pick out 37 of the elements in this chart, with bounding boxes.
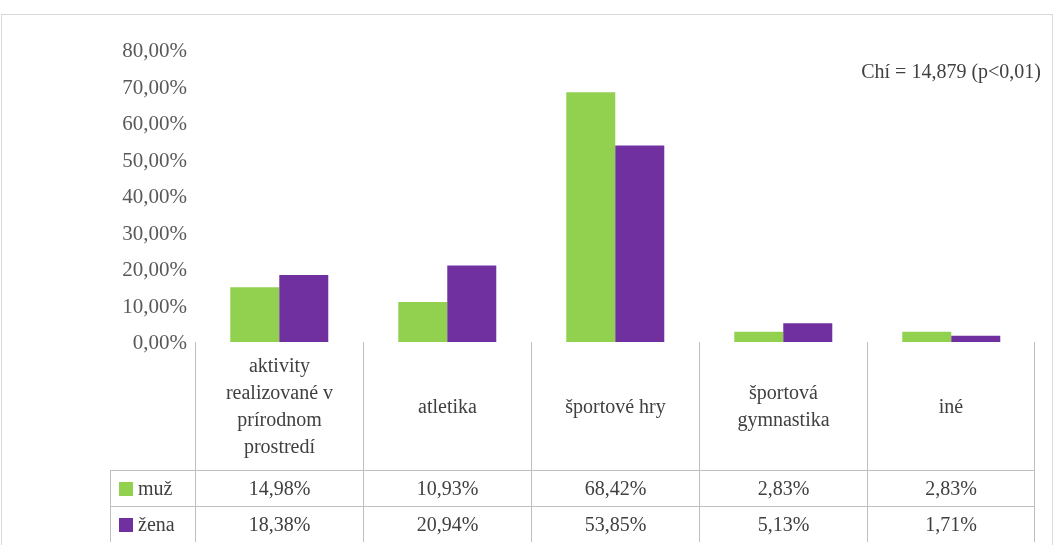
data-label: 2,83%	[867, 470, 1035, 506]
y-tick-label: 10,00%	[122, 293, 187, 318]
bar	[734, 331, 784, 342]
data-label: 68,42%	[531, 470, 699, 506]
x-tick-label: iné	[867, 342, 1035, 470]
bar	[279, 274, 329, 342]
bar	[230, 287, 280, 342]
bar	[951, 335, 1001, 342]
bar	[783, 323, 833, 342]
y-tick-label: 30,00%	[122, 220, 187, 245]
data-label: 2,83%	[699, 470, 867, 506]
x-tick-label: športová gymnastika	[699, 342, 867, 470]
bar	[902, 331, 952, 342]
bar	[447, 265, 497, 342]
x-tick-label: aktivity realizované v prírodnom prostredí	[195, 342, 363, 470]
y-tick-label: 20,00%	[122, 257, 187, 282]
data-label: 53,85%	[531, 506, 699, 542]
y-tick-label: 0,00%	[132, 330, 187, 355]
data-label: 10,93%	[363, 470, 531, 506]
bar	[566, 92, 616, 342]
y-tick-label: 50,00%	[122, 147, 187, 172]
data-label: 14,98%	[195, 470, 363, 506]
bar	[615, 145, 665, 342]
x-tick-label: športové hry	[531, 342, 699, 470]
annotation: Chí = 14,879 (p<0,01)	[861, 60, 1041, 83]
y-tick-label: 40,00%	[122, 184, 187, 209]
x-tick-label: atletika	[363, 342, 531, 470]
data-label: 18,38%	[195, 506, 363, 542]
y-tick-label: 60,00%	[122, 111, 187, 136]
data-label: 5,13%	[699, 506, 867, 542]
legend-label: žena	[138, 513, 175, 536]
bar	[398, 302, 448, 342]
data-label: 1,71%	[867, 506, 1035, 542]
data-label: 20,94%	[363, 506, 531, 542]
y-tick-label: 70,00%	[122, 74, 187, 99]
legend-label: muž	[138, 477, 173, 500]
y-tick-label: 80,00%	[122, 38, 187, 63]
